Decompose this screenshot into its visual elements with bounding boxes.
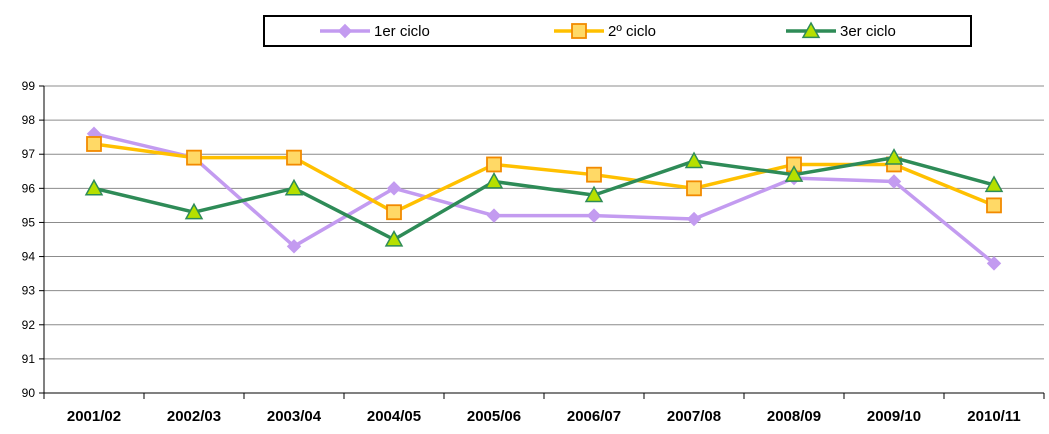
data-point-triangle xyxy=(801,21,821,39)
x-tick-label: 2003/04 xyxy=(267,408,322,425)
data-point-diamond xyxy=(886,174,902,189)
x-tick-label: 2001/02 xyxy=(67,408,121,425)
series-group xyxy=(84,126,1004,271)
x-tick-label: 2010/11 xyxy=(967,408,1020,425)
data-point-square xyxy=(286,149,302,166)
y-tick-label: 95 xyxy=(22,215,36,229)
series-1 xyxy=(86,126,1002,271)
data-point-triangle xyxy=(84,178,104,196)
y-tick-label: 98 xyxy=(22,113,36,127)
data-point-diamond xyxy=(486,208,502,223)
data-point-triangle xyxy=(184,202,204,220)
data-point-diamond xyxy=(337,23,353,39)
y-tick-label: 99 xyxy=(22,79,36,93)
legend-label: 1er ciclo xyxy=(374,23,430,40)
data-point-square xyxy=(686,180,702,197)
y-tick-label: 93 xyxy=(22,284,36,298)
x-tick-label: 2007/08 xyxy=(667,408,721,425)
x-tick-label: 2009/10 xyxy=(867,408,921,425)
legend-entry-1: 1er ciclo xyxy=(320,23,430,40)
legend-entry-2: 2º ciclo xyxy=(554,23,656,40)
axes xyxy=(43,86,1044,394)
data-point-triangle xyxy=(984,175,1004,193)
data-point-diamond xyxy=(386,181,402,196)
data-point-triangle xyxy=(784,165,804,182)
legend-label: 3er ciclo xyxy=(840,23,896,40)
data-point-diamond xyxy=(586,208,602,223)
series-line xyxy=(93,155,995,242)
x-axis-ticks: 2001/02 2002/03 2003/04 2004/05 2005/06 2006/… xyxy=(43,393,1045,425)
data-point-triangle xyxy=(384,229,404,247)
y-tick-label: 91 xyxy=(22,352,36,366)
data-point-triangle xyxy=(684,151,704,169)
data-point-square xyxy=(571,23,587,39)
gridlines xyxy=(44,85,1044,360)
y-tick-label: 94 xyxy=(22,250,36,264)
data-point-square xyxy=(486,156,502,173)
legend-label: 2º ciclo xyxy=(608,23,656,40)
data-point-square xyxy=(986,197,1002,214)
data-point-triangle xyxy=(284,178,304,196)
x-tick-label: 2004/05 xyxy=(367,408,421,425)
data-point-square xyxy=(186,149,202,166)
data-point-triangle xyxy=(884,148,904,165)
x-tick-label: 2002/03 xyxy=(167,408,221,425)
y-tick-label: 92 xyxy=(22,318,36,332)
data-point-triangle xyxy=(584,185,604,203)
y-axis-ticks: 90 91 92 93 94 95 96 97 98 99 xyxy=(22,79,44,400)
y-tick-label: 90 xyxy=(22,386,36,400)
x-tick-label: 2008/09 xyxy=(767,408,821,425)
data-point-square xyxy=(86,136,102,152)
data-point-triangle xyxy=(484,171,504,189)
series-3 xyxy=(84,148,1004,247)
data-point-diamond xyxy=(686,211,702,227)
legend-box xyxy=(263,15,972,47)
y-tick-label: 96 xyxy=(22,181,36,195)
legend-entry-3: 3er ciclo xyxy=(786,21,896,40)
data-point-diamond xyxy=(286,239,302,254)
data-point-square xyxy=(586,166,602,183)
data-point-diamond xyxy=(986,256,1002,271)
y-tick-label: 97 xyxy=(22,147,36,161)
series-2 xyxy=(86,136,1002,221)
data-point-square xyxy=(386,204,402,221)
x-tick-label: 2006/07 xyxy=(567,408,621,425)
series-line xyxy=(93,132,996,265)
x-tick-label: 2005/06 xyxy=(467,408,521,425)
legend: 1er ciclo 2º ciclo 3er ciclo xyxy=(263,15,972,47)
